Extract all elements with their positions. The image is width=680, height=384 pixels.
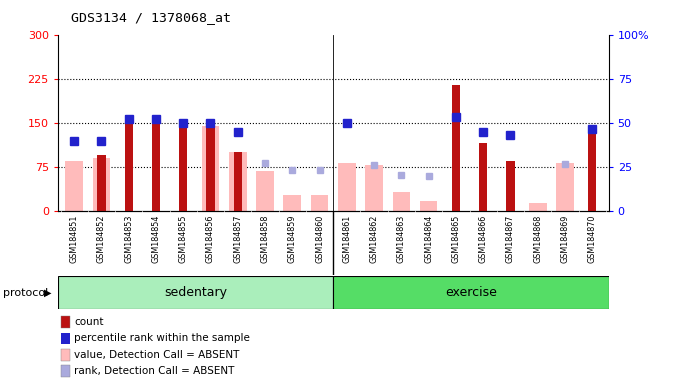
Bar [452, 84, 460, 211]
Bar [97, 155, 105, 211]
Text: percentile rank within the sample: percentile rank within the sample [74, 333, 250, 343]
Bar [234, 152, 242, 211]
Bar [65, 161, 83, 211]
Bar [256, 171, 274, 211]
Bar [61, 349, 71, 361]
Bar [179, 126, 187, 211]
Bar [479, 144, 488, 211]
Text: GSM184870: GSM184870 [588, 214, 597, 263]
Bar [392, 192, 410, 211]
Text: GSM184858: GSM184858 [260, 214, 269, 263]
Text: GSM184862: GSM184862 [370, 214, 379, 263]
Bar [588, 129, 596, 211]
Text: GSM184867: GSM184867 [506, 214, 515, 263]
Text: sedentary: sedentary [164, 286, 227, 299]
Bar [284, 195, 301, 211]
Bar [507, 161, 515, 211]
Bar [311, 195, 328, 211]
Bar [61, 316, 71, 328]
Text: rank, Detection Call = ABSENT: rank, Detection Call = ABSENT [74, 366, 235, 376]
Text: GSM184857: GSM184857 [233, 214, 242, 263]
Text: GSM184864: GSM184864 [424, 214, 433, 263]
Bar [152, 119, 160, 211]
Text: ▶: ▶ [44, 288, 52, 298]
Text: GSM184854: GSM184854 [152, 214, 160, 263]
Bar [61, 365, 71, 377]
Bar [529, 203, 547, 211]
Bar [338, 163, 356, 211]
Text: GSM184851: GSM184851 [69, 214, 79, 263]
Text: count: count [74, 317, 104, 327]
Text: GDS3134 / 1378068_at: GDS3134 / 1378068_at [71, 12, 231, 25]
Bar [124, 115, 133, 211]
Text: GSM184859: GSM184859 [288, 214, 296, 263]
Bar [556, 163, 574, 211]
Text: exercise: exercise [445, 286, 497, 299]
Text: GSM184868: GSM184868 [533, 214, 542, 263]
Bar [207, 126, 215, 211]
Text: GSM184852: GSM184852 [97, 214, 106, 263]
Bar [202, 126, 220, 211]
Bar [92, 158, 110, 211]
Text: value, Detection Call = ABSENT: value, Detection Call = ABSENT [74, 350, 239, 360]
Text: GSM184855: GSM184855 [179, 214, 188, 263]
Bar [365, 165, 383, 211]
Bar [58, 276, 333, 309]
Bar [420, 200, 437, 211]
Text: GSM184860: GSM184860 [315, 214, 324, 263]
Text: GSM184866: GSM184866 [479, 214, 488, 263]
Text: protocol: protocol [3, 288, 49, 298]
Bar [61, 333, 71, 344]
Text: GSM184861: GSM184861 [342, 214, 352, 263]
Text: GSM184853: GSM184853 [124, 214, 133, 263]
Text: GSM184869: GSM184869 [560, 214, 569, 263]
Text: GSM184865: GSM184865 [452, 214, 460, 263]
Bar [333, 276, 609, 309]
Bar [229, 152, 247, 211]
Text: GSM184863: GSM184863 [397, 214, 406, 263]
Text: GSM184856: GSM184856 [206, 214, 215, 263]
